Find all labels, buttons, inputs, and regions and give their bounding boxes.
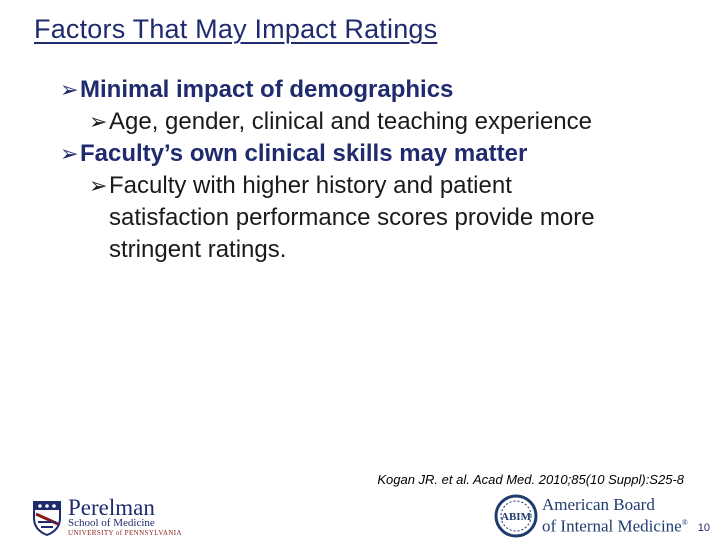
slide-title: Factors That May Impact Ratings (34, 14, 438, 44)
sub-bullet-text: Age, gender, clinical and teaching exper… (109, 108, 592, 135)
penn-logo-line1: Perelman (68, 495, 155, 520)
penn-logo-line3: UNIVERSITY of PENNSYLVANIA (68, 529, 182, 537)
abim-seal-text: ABIM (501, 511, 532, 523)
bullet-item: ➢ Faculty’s own clinical skills may matt… (60, 138, 700, 170)
penn-shield-icon (33, 501, 61, 536)
arrow-bullet-icon: ➢ (60, 141, 79, 166)
penn-logo-line2: School of Medicine (68, 517, 155, 529)
sub-bullet-text: Faculty with higher history and patient … (109, 172, 595, 263)
registered-mark: ® (681, 518, 688, 528)
bullet-item: ➢ Minimal impact of demographics (60, 74, 700, 106)
bullet-text: Faculty’s own clinical skills may matter (80, 140, 528, 167)
citation: Kogan JR. et al. Acad Med. 2010;85(10 Su… (377, 472, 684, 487)
penn-logo: Perelman School of Medicine UNIVERSITY o… (32, 495, 182, 538)
sub-bullet-item: ➢ Age, gender, clinical and teaching exp… (89, 106, 700, 138)
sub-bullet-item: ➢ Faculty with higher history and patien… (89, 170, 700, 266)
footer: Perelman School of Medicine UNIVERSITY o… (0, 492, 720, 540)
arrow-bullet-icon: ➢ (60, 77, 79, 102)
arrow-bullet-icon: ➢ (89, 109, 108, 134)
abim-seal-icon: ABIM (494, 494, 538, 538)
bullet-list: ➢ Minimal impact of demographics ➢ Age, … (60, 74, 700, 266)
abim-logo-line2: of Internal Medicine (542, 516, 682, 536)
bullet-text: Minimal impact of demographics (80, 76, 454, 103)
abim-logo-line1: American Board (542, 495, 655, 515)
abim-logo: ABIM American Board of Internal Medicine… (494, 494, 688, 538)
page-number: 10 (697, 522, 710, 534)
arrow-bullet-icon: ➢ (89, 173, 108, 198)
